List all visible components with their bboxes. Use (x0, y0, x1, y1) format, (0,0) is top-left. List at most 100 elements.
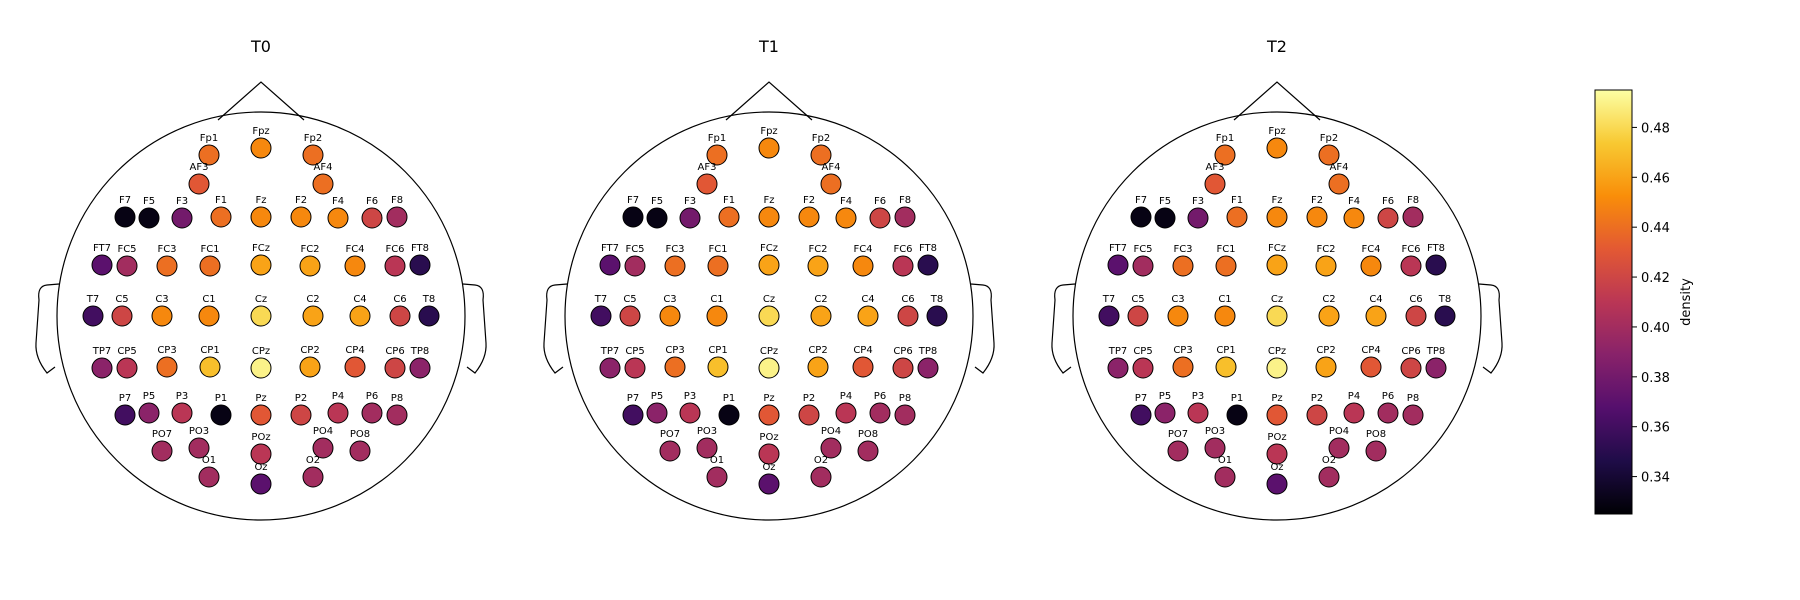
electrode-label: Fz (255, 195, 266, 206)
electrode-label: P1 (215, 393, 227, 404)
topomap-panel-t1: T1 Fpz Fp1 Fp2 AF3 AF4 F7 F5 F3 F1 Fz F2 F4 F6 F8 FT7 FC… (543, 37, 995, 521)
electrode-label: FT8 (1427, 243, 1445, 254)
electrode-f7 (114, 206, 136, 228)
electrode-fc1 (1215, 255, 1237, 277)
panel-title: T0 (250, 37, 271, 56)
electrode-c3 (151, 305, 173, 327)
electrode-c3 (659, 305, 681, 327)
electrode-ft7 (91, 254, 113, 276)
electrode-label: FC5 (1133, 244, 1152, 255)
electrode-tp7 (1107, 357, 1129, 379)
electrode-label: FC6 (893, 244, 912, 255)
electrode-tp7 (91, 357, 113, 379)
electrode-cp3 (1172, 356, 1194, 378)
electrode-label: TP8 (410, 346, 430, 357)
electrode-label: CPz (760, 346, 778, 357)
topomap-panel-t0: T0 Fpz Fp1 Fp2 AF3 AF4 F7 F5 F3 F1 Fz F2 F4 F6 F8 FT7 FC… (35, 37, 487, 521)
electrode-po7 (1167, 440, 1189, 462)
electrode-c5 (619, 305, 641, 327)
electrode-label: FCz (1268, 243, 1286, 254)
electrode-label: C5 (1131, 294, 1144, 305)
electrode-p4 (327, 402, 349, 424)
electrode-f5 (138, 207, 160, 229)
panel-title: T2 (1266, 37, 1287, 56)
electrode-o1 (706, 466, 728, 488)
electrode-label: C3 (663, 294, 676, 305)
electrode-label: C5 (115, 294, 128, 305)
electrode-p8 (386, 404, 408, 426)
electrode-label: P2 (295, 393, 307, 404)
electrode-c1 (198, 305, 220, 327)
electrode-p6 (1377, 402, 1399, 424)
electrode-label: C1 (1218, 294, 1231, 305)
electrode-c6 (389, 305, 411, 327)
electrode-pz (250, 404, 272, 426)
electrode-label: TP8 (918, 346, 938, 357)
electrode-label: Cz (763, 294, 775, 305)
electrode-label: Fpz (1268, 126, 1285, 137)
electrode-label: F8 (899, 195, 911, 206)
electrode-af4 (1328, 173, 1350, 195)
electrode-label: F1 (1231, 195, 1243, 206)
electrode-ft7 (1107, 254, 1129, 276)
right-ear-outline (1478, 283, 1503, 374)
electrode-fp2 (302, 144, 324, 166)
electrode-fcz (1266, 254, 1288, 276)
electrode-label: POz (251, 432, 270, 443)
electrode-label: CP6 (385, 346, 404, 357)
electrode-label: FC3 (1173, 244, 1192, 255)
electrode-label: F8 (391, 195, 403, 206)
electrode-label: F4 (1348, 196, 1360, 207)
electrode-label: Pz (1271, 393, 1282, 404)
electrode-label: P3 (176, 391, 188, 402)
electrode-cp5 (1132, 357, 1154, 379)
electrode-label: FC2 (1316, 244, 1335, 255)
electrode-p8 (1402, 404, 1424, 426)
electrode-af4 (820, 173, 842, 195)
electrode-label: O2 (1322, 455, 1336, 466)
electrode-fc6 (892, 255, 914, 277)
electrode-label: F6 (874, 196, 886, 207)
electrode-cp2 (807, 356, 829, 378)
electrode-f3 (171, 207, 193, 229)
electrode-fz (250, 206, 272, 228)
electrode-label: FC1 (708, 244, 727, 255)
electrode-cp6 (892, 357, 914, 379)
electrode-c1 (706, 305, 728, 327)
electrode-fc1 (707, 255, 729, 277)
electrode-label: PO4 (313, 426, 333, 437)
electrode-label: FC5 (117, 244, 136, 255)
electrode-o2 (1318, 466, 1340, 488)
electrode-label: P3 (684, 391, 696, 402)
electrode-label: FT7 (601, 243, 619, 254)
electrode-fc2 (299, 255, 321, 277)
electrode-label: F4 (840, 196, 852, 207)
electrode-p4 (1343, 402, 1365, 424)
electrode-af3 (1204, 173, 1226, 195)
electrode-tp8 (917, 357, 939, 379)
electrode-label: C4 (1369, 294, 1382, 305)
electrode-label: FT7 (1109, 243, 1127, 254)
electrode-label: CP4 (1361, 345, 1380, 356)
electrode-p4 (835, 402, 857, 424)
electrode-f6 (1377, 207, 1399, 229)
electrode-label: CP5 (625, 346, 644, 357)
electrode-p7 (622, 404, 644, 426)
electrode-p1 (1226, 404, 1248, 426)
electrode-label: FC6 (385, 244, 404, 255)
electrode-fc4 (852, 255, 874, 277)
electrode-label: P8 (391, 393, 403, 404)
electrode-cp3 (156, 356, 178, 378)
electrode-label: F8 (1407, 195, 1419, 206)
electrode-c1 (1214, 305, 1236, 327)
colorbar-tick-label: 0.38 (1641, 371, 1670, 386)
electrode-label: Cz (255, 294, 267, 305)
topomap-panel-t2: T2 Fpz Fp1 Fp2 AF3 AF4 F7 F5 F3 F1 Fz F2 F4 F6 F8 FT7 FC… (1051, 37, 1503, 521)
electrode-label: P2 (803, 393, 815, 404)
electrode-label: F2 (803, 195, 815, 206)
electrode-label: C6 (1409, 294, 1422, 305)
electrode-f8 (386, 206, 408, 228)
electrode-f2 (798, 206, 820, 228)
electrode-label: P5 (1159, 391, 1171, 402)
electrode-label: Oz (254, 462, 267, 473)
